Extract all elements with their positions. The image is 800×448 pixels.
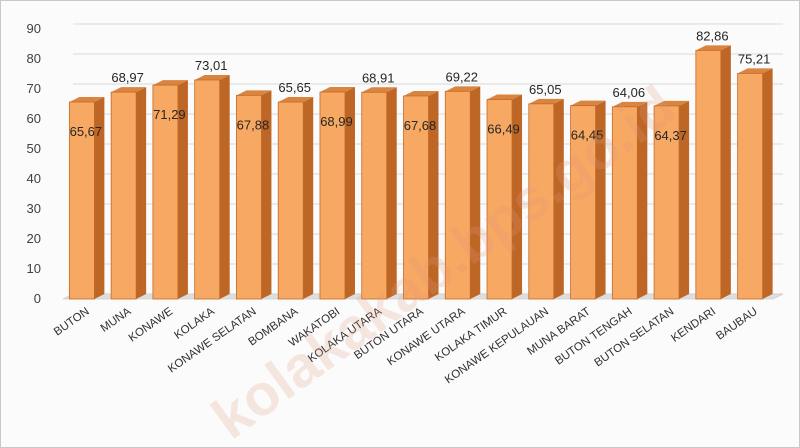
bar <box>653 100 690 300</box>
y-tick-label: 90 <box>27 21 41 36</box>
y-tick-label: 70 <box>27 81 41 96</box>
category-label: BUTON <box>52 306 92 339</box>
data-label: 66,49 <box>487 122 520 137</box>
data-label: 82,86 <box>696 28 729 43</box>
bar <box>236 90 272 300</box>
data-label: 64,06 <box>613 85 646 100</box>
bar <box>68 96 105 300</box>
data-label: 68,99 <box>320 114 353 129</box>
bars <box>68 45 773 300</box>
bar <box>486 94 523 300</box>
bar <box>319 87 355 300</box>
data-label: 65,67 <box>70 124 103 139</box>
y-tick-label: 10 <box>27 261 41 276</box>
y-tick-label: 30 <box>27 201 41 216</box>
bar <box>194 74 230 300</box>
bar <box>737 68 773 300</box>
category-label: BUTON SELATAN <box>592 306 676 370</box>
data-label: 68,97 <box>111 70 144 85</box>
bar <box>611 101 648 300</box>
data-labels: 65,67 68,97 71,29 73,01 67,88 65,65 68,99 68,91… <box>70 28 771 142</box>
y-tick-label: 0 <box>34 291 41 306</box>
y-tick-label: 20 <box>27 231 41 246</box>
bar <box>695 45 731 300</box>
bar <box>110 87 147 300</box>
category-label: BAUBAU <box>714 306 760 343</box>
category-label: KENDARI <box>669 306 718 345</box>
y-axis-ticks: 0 10 20 30 40 50 60 70 80 90 <box>27 21 41 306</box>
data-label: 64,45 <box>571 128 604 143</box>
data-label: 69,22 <box>445 69 478 84</box>
y-tick-label: 80 <box>27 51 41 66</box>
category-label: MUNA <box>99 305 134 334</box>
bar <box>444 86 481 300</box>
category-label: KOLAKA TIMUR <box>433 306 509 364</box>
data-label: 65,65 <box>278 80 311 95</box>
data-label: 67,88 <box>237 117 270 132</box>
bar <box>528 98 564 300</box>
y-tick-label: 50 <box>27 141 41 156</box>
y-tick-label: 60 <box>27 111 41 126</box>
data-label: 68,91 <box>362 70 395 85</box>
bar <box>570 100 606 300</box>
data-label: 65,05 <box>529 82 562 97</box>
data-label: 71,29 <box>153 107 186 122</box>
bar <box>277 97 314 300</box>
data-label: 64,37 <box>654 128 687 143</box>
bar <box>152 80 188 300</box>
bar <box>361 87 397 300</box>
data-label: 67,68 <box>404 118 437 133</box>
bar <box>403 90 439 300</box>
category-label: KONAWE <box>127 305 176 344</box>
data-label: 75,21 <box>738 51 771 66</box>
data-label: 73,01 <box>195 58 228 73</box>
y-tick-label: 40 <box>27 171 41 186</box>
